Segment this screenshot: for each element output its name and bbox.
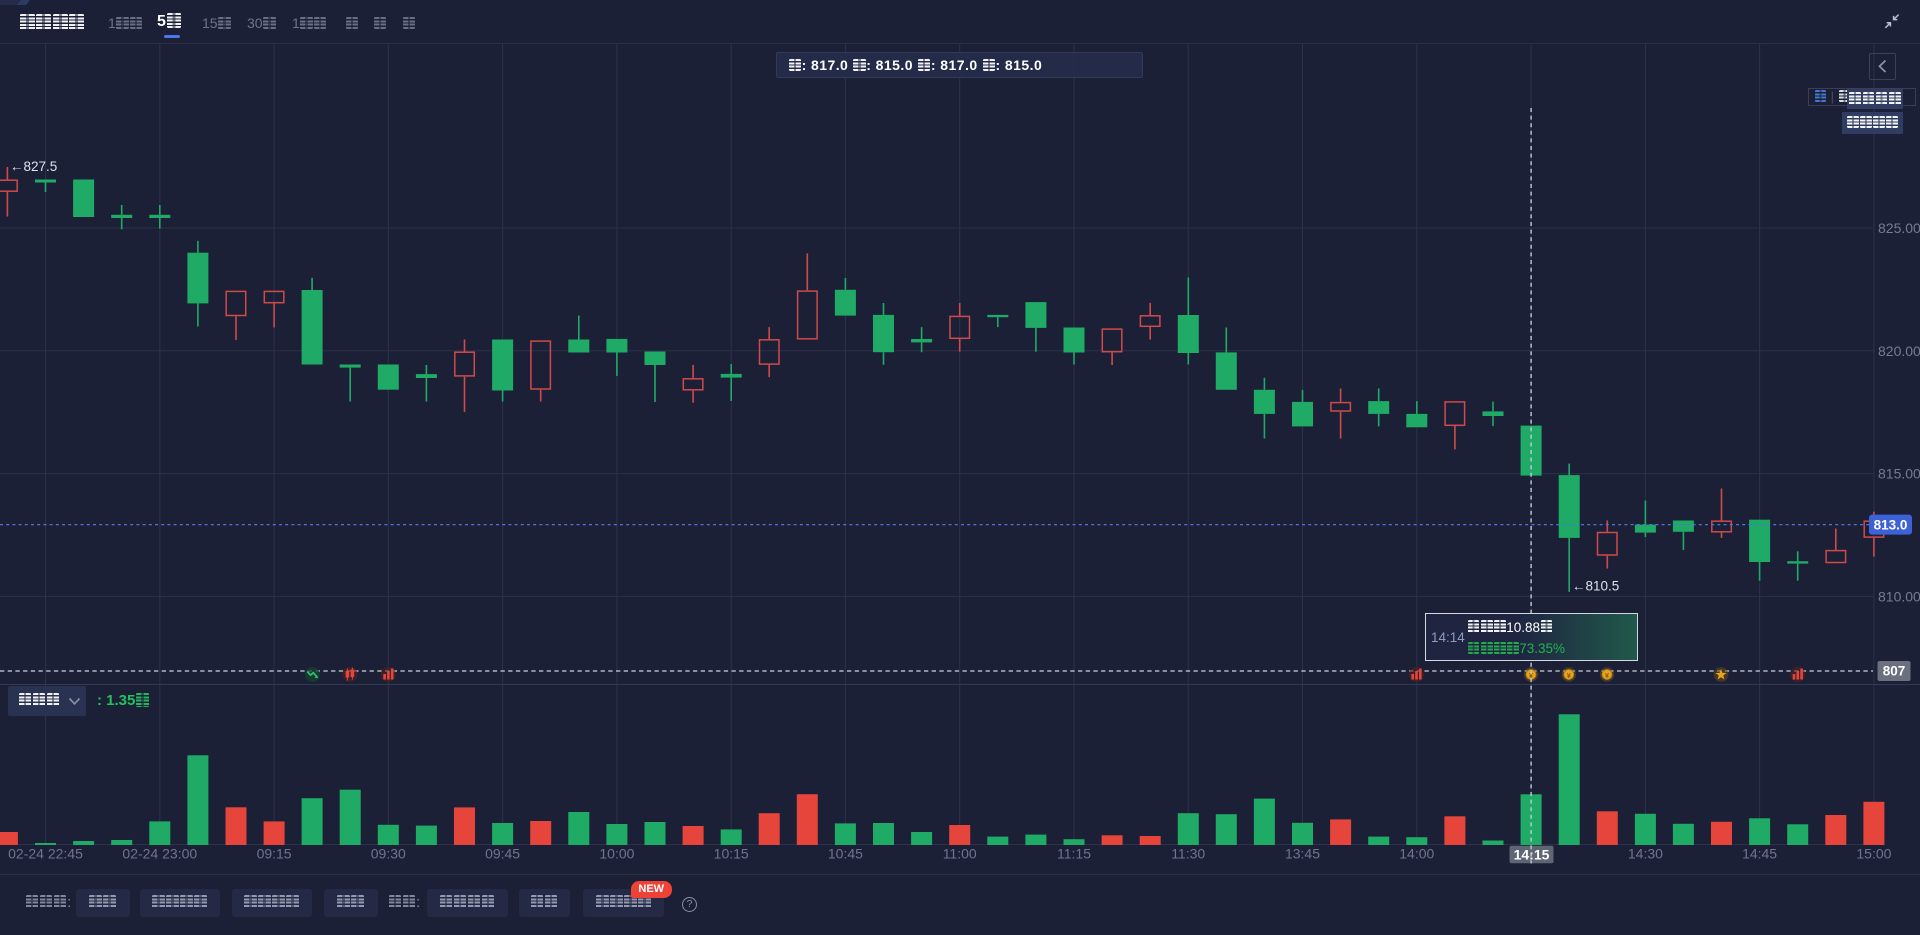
svg-text:825.00: 825.00 xyxy=(1878,220,1920,236)
svg-text:15:00: 15:00 xyxy=(1856,846,1891,862)
svg-text:←827.5: ←827.5 xyxy=(10,159,57,174)
svg-text:¥: ¥ xyxy=(1567,671,1572,680)
svg-text:813.0: 813.0 xyxy=(1874,518,1908,533)
svg-text:10:15: 10:15 xyxy=(714,846,749,862)
svg-text:807: 807 xyxy=(1883,664,1906,679)
svg-text:14:30: 14:30 xyxy=(1628,846,1663,862)
svg-text:11:00: 11:00 xyxy=(943,846,977,862)
svg-text:815.00: 815.00 xyxy=(1878,466,1920,482)
svg-text:02-24 23:00: 02-24 23:00 xyxy=(122,846,197,862)
svg-text:09:45: 09:45 xyxy=(485,846,520,862)
svg-text:13:45: 13:45 xyxy=(1285,846,1320,862)
svg-text:09:30: 09:30 xyxy=(371,846,406,862)
svg-text:02-24 22:45: 02-24 22:45 xyxy=(8,846,83,862)
svg-text:10:00: 10:00 xyxy=(599,846,634,862)
svg-text:810.00: 810.00 xyxy=(1878,588,1920,604)
svg-text:09:15: 09:15 xyxy=(257,846,292,862)
svg-text:14:00: 14:00 xyxy=(1399,846,1434,862)
svg-text:¥: ¥ xyxy=(1529,671,1534,680)
svg-text:14:45: 14:45 xyxy=(1742,846,1777,862)
svg-text:10:45: 10:45 xyxy=(828,846,863,862)
svg-text:←810.5: ←810.5 xyxy=(1572,579,1619,594)
svg-text:11:30: 11:30 xyxy=(1171,846,1205,862)
svg-text:820.00: 820.00 xyxy=(1878,343,1920,359)
svg-text:11:15: 11:15 xyxy=(1057,846,1091,862)
svg-text:¥: ¥ xyxy=(1605,671,1610,680)
